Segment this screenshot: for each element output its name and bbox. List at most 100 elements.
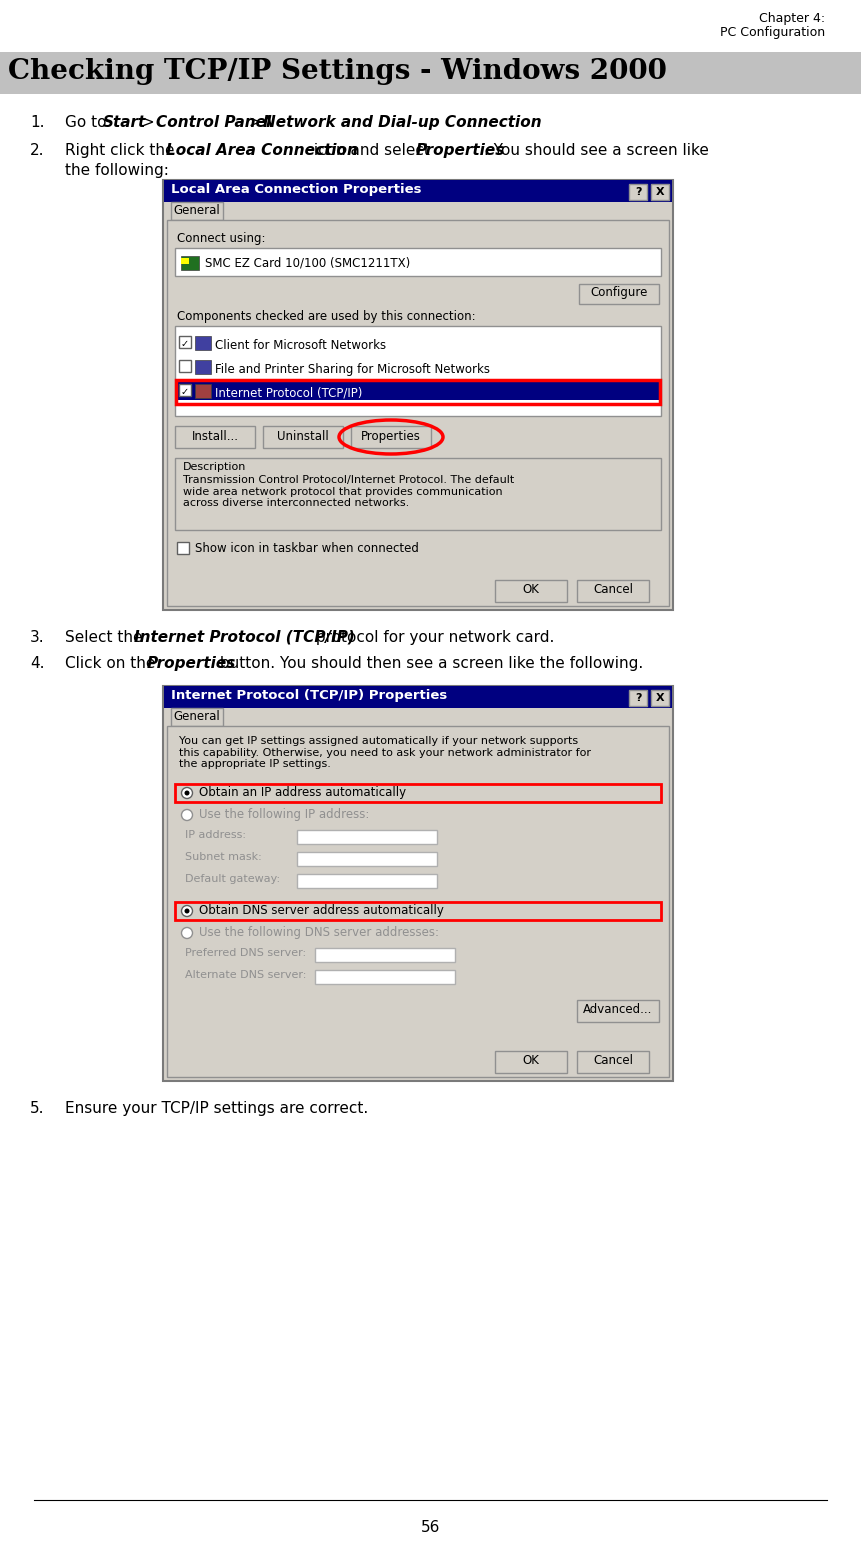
Text: Uninstall: Uninstall bbox=[277, 431, 329, 443]
Bar bbox=[164, 686, 672, 708]
Text: Start: Start bbox=[102, 115, 146, 131]
Bar bbox=[263, 426, 343, 448]
Text: Select the: Select the bbox=[65, 630, 147, 645]
Text: Configure: Configure bbox=[591, 286, 647, 299]
Bar bbox=[195, 336, 211, 350]
Text: Alternate DNS server:: Alternate DNS server: bbox=[185, 970, 307, 980]
Text: General: General bbox=[174, 204, 220, 218]
Text: Local Area Connection: Local Area Connection bbox=[166, 143, 357, 159]
Text: ?: ? bbox=[635, 187, 641, 197]
Text: ✓: ✓ bbox=[181, 339, 189, 348]
Text: Show icon in taskbar when connected: Show icon in taskbar when connected bbox=[195, 543, 418, 555]
Text: .: . bbox=[467, 115, 472, 131]
Text: Network and Dial-up Connection: Network and Dial-up Connection bbox=[263, 115, 542, 131]
Bar bbox=[177, 543, 189, 554]
Text: Cancel: Cancel bbox=[593, 1054, 633, 1067]
Text: protocol for your network card.: protocol for your network card. bbox=[311, 630, 554, 645]
Text: Checking TCP/IP Settings - Windows 2000: Checking TCP/IP Settings - Windows 2000 bbox=[8, 58, 667, 86]
Bar bbox=[175, 426, 255, 448]
Text: 1.: 1. bbox=[30, 115, 45, 131]
Text: Use the following DNS server addresses:: Use the following DNS server addresses: bbox=[199, 925, 439, 939]
Text: OK: OK bbox=[523, 583, 540, 596]
Text: IP address:: IP address: bbox=[185, 830, 246, 840]
Bar bbox=[315, 949, 455, 963]
Bar bbox=[495, 1051, 567, 1073]
Bar bbox=[297, 830, 437, 844]
Bar bbox=[179, 384, 191, 397]
Bar bbox=[195, 384, 211, 398]
Text: Use the following IP address:: Use the following IP address: bbox=[199, 809, 369, 821]
Text: Default gateway:: Default gateway: bbox=[185, 874, 280, 883]
Bar bbox=[163, 180, 673, 610]
Text: General: General bbox=[174, 711, 220, 723]
Bar bbox=[351, 426, 431, 448]
Bar bbox=[495, 580, 567, 602]
Circle shape bbox=[184, 790, 189, 796]
Text: Right click the: Right click the bbox=[65, 143, 179, 159]
Bar bbox=[195, 361, 211, 375]
Bar bbox=[175, 327, 661, 417]
Text: Click on the: Click on the bbox=[65, 656, 160, 672]
Bar bbox=[579, 285, 659, 303]
Circle shape bbox=[182, 927, 193, 939]
Text: Obtain DNS server address automatically: Obtain DNS server address automatically bbox=[199, 903, 444, 917]
Text: X: X bbox=[656, 187, 665, 197]
Bar bbox=[175, 459, 661, 530]
Text: Internet Protocol (TCP/IP): Internet Protocol (TCP/IP) bbox=[215, 387, 362, 400]
Bar bbox=[175, 784, 661, 802]
Text: . You should see a screen like: . You should see a screen like bbox=[484, 143, 709, 159]
Bar bbox=[176, 379, 660, 404]
Bar bbox=[181, 257, 199, 271]
Text: 5.: 5. bbox=[30, 1101, 45, 1116]
Text: Cancel: Cancel bbox=[593, 583, 633, 596]
Bar bbox=[167, 219, 669, 606]
Bar bbox=[176, 379, 660, 400]
Bar bbox=[163, 686, 673, 1081]
Text: the following:: the following: bbox=[65, 163, 169, 177]
Bar bbox=[181, 258, 189, 264]
Bar bbox=[577, 1051, 649, 1073]
Text: Transmission Control Protocol/Internet Protocol. The default
wide area network p: Transmission Control Protocol/Internet P… bbox=[183, 474, 514, 508]
Text: PC Configuration: PC Configuration bbox=[720, 26, 825, 39]
Text: Local Area Connection Properties: Local Area Connection Properties bbox=[171, 183, 422, 196]
Bar bbox=[629, 690, 647, 706]
Text: You can get IP settings assigned automatically if your network supports
this cap: You can get IP settings assigned automat… bbox=[179, 736, 591, 770]
Text: Internet Protocol (TCP/IP): Internet Protocol (TCP/IP) bbox=[134, 630, 356, 645]
Text: Preferred DNS server:: Preferred DNS server: bbox=[185, 949, 307, 958]
Text: 4.: 4. bbox=[30, 656, 45, 672]
Text: >: > bbox=[137, 115, 159, 131]
Text: Chapter 4:: Chapter 4: bbox=[759, 12, 825, 25]
Text: Go to: Go to bbox=[65, 115, 111, 131]
Bar bbox=[297, 874, 437, 888]
Bar bbox=[179, 336, 191, 348]
Text: Properties: Properties bbox=[416, 143, 505, 159]
Bar bbox=[0, 51, 861, 93]
Text: ?: ? bbox=[635, 694, 641, 703]
Text: OK: OK bbox=[523, 1054, 540, 1067]
Bar bbox=[175, 247, 661, 275]
Text: Obtain an IP address automatically: Obtain an IP address automatically bbox=[199, 785, 406, 799]
Text: SMC EZ Card 10/100 (SMC1211TX): SMC EZ Card 10/100 (SMC1211TX) bbox=[205, 257, 410, 269]
Bar bbox=[171, 202, 223, 219]
Text: File and Printer Sharing for Microsoft Networks: File and Printer Sharing for Microsoft N… bbox=[215, 362, 490, 376]
Text: Connect using:: Connect using: bbox=[177, 232, 265, 246]
Text: Ensure your TCP/IP settings are correct.: Ensure your TCP/IP settings are correct. bbox=[65, 1101, 369, 1116]
Text: Internet Protocol (TCP/IP) Properties: Internet Protocol (TCP/IP) Properties bbox=[171, 689, 447, 701]
Text: X: X bbox=[656, 694, 665, 703]
Circle shape bbox=[182, 787, 193, 799]
Bar bbox=[577, 1000, 659, 1022]
Text: Install...: Install... bbox=[191, 431, 238, 443]
Text: Control Panel: Control Panel bbox=[156, 115, 271, 131]
Circle shape bbox=[182, 905, 193, 916]
Bar bbox=[577, 580, 649, 602]
Text: >: > bbox=[245, 115, 267, 131]
Bar bbox=[651, 690, 669, 706]
Circle shape bbox=[182, 810, 193, 821]
Bar bbox=[171, 708, 223, 726]
Bar bbox=[297, 852, 437, 866]
Text: button. You should then see a screen like the following.: button. You should then see a screen lik… bbox=[215, 656, 643, 672]
Text: Advanced...: Advanced... bbox=[583, 1003, 653, 1015]
Circle shape bbox=[184, 908, 189, 913]
Text: Components checked are used by this connection:: Components checked are used by this conn… bbox=[177, 309, 475, 323]
Text: Subnet mask:: Subnet mask: bbox=[185, 852, 262, 861]
